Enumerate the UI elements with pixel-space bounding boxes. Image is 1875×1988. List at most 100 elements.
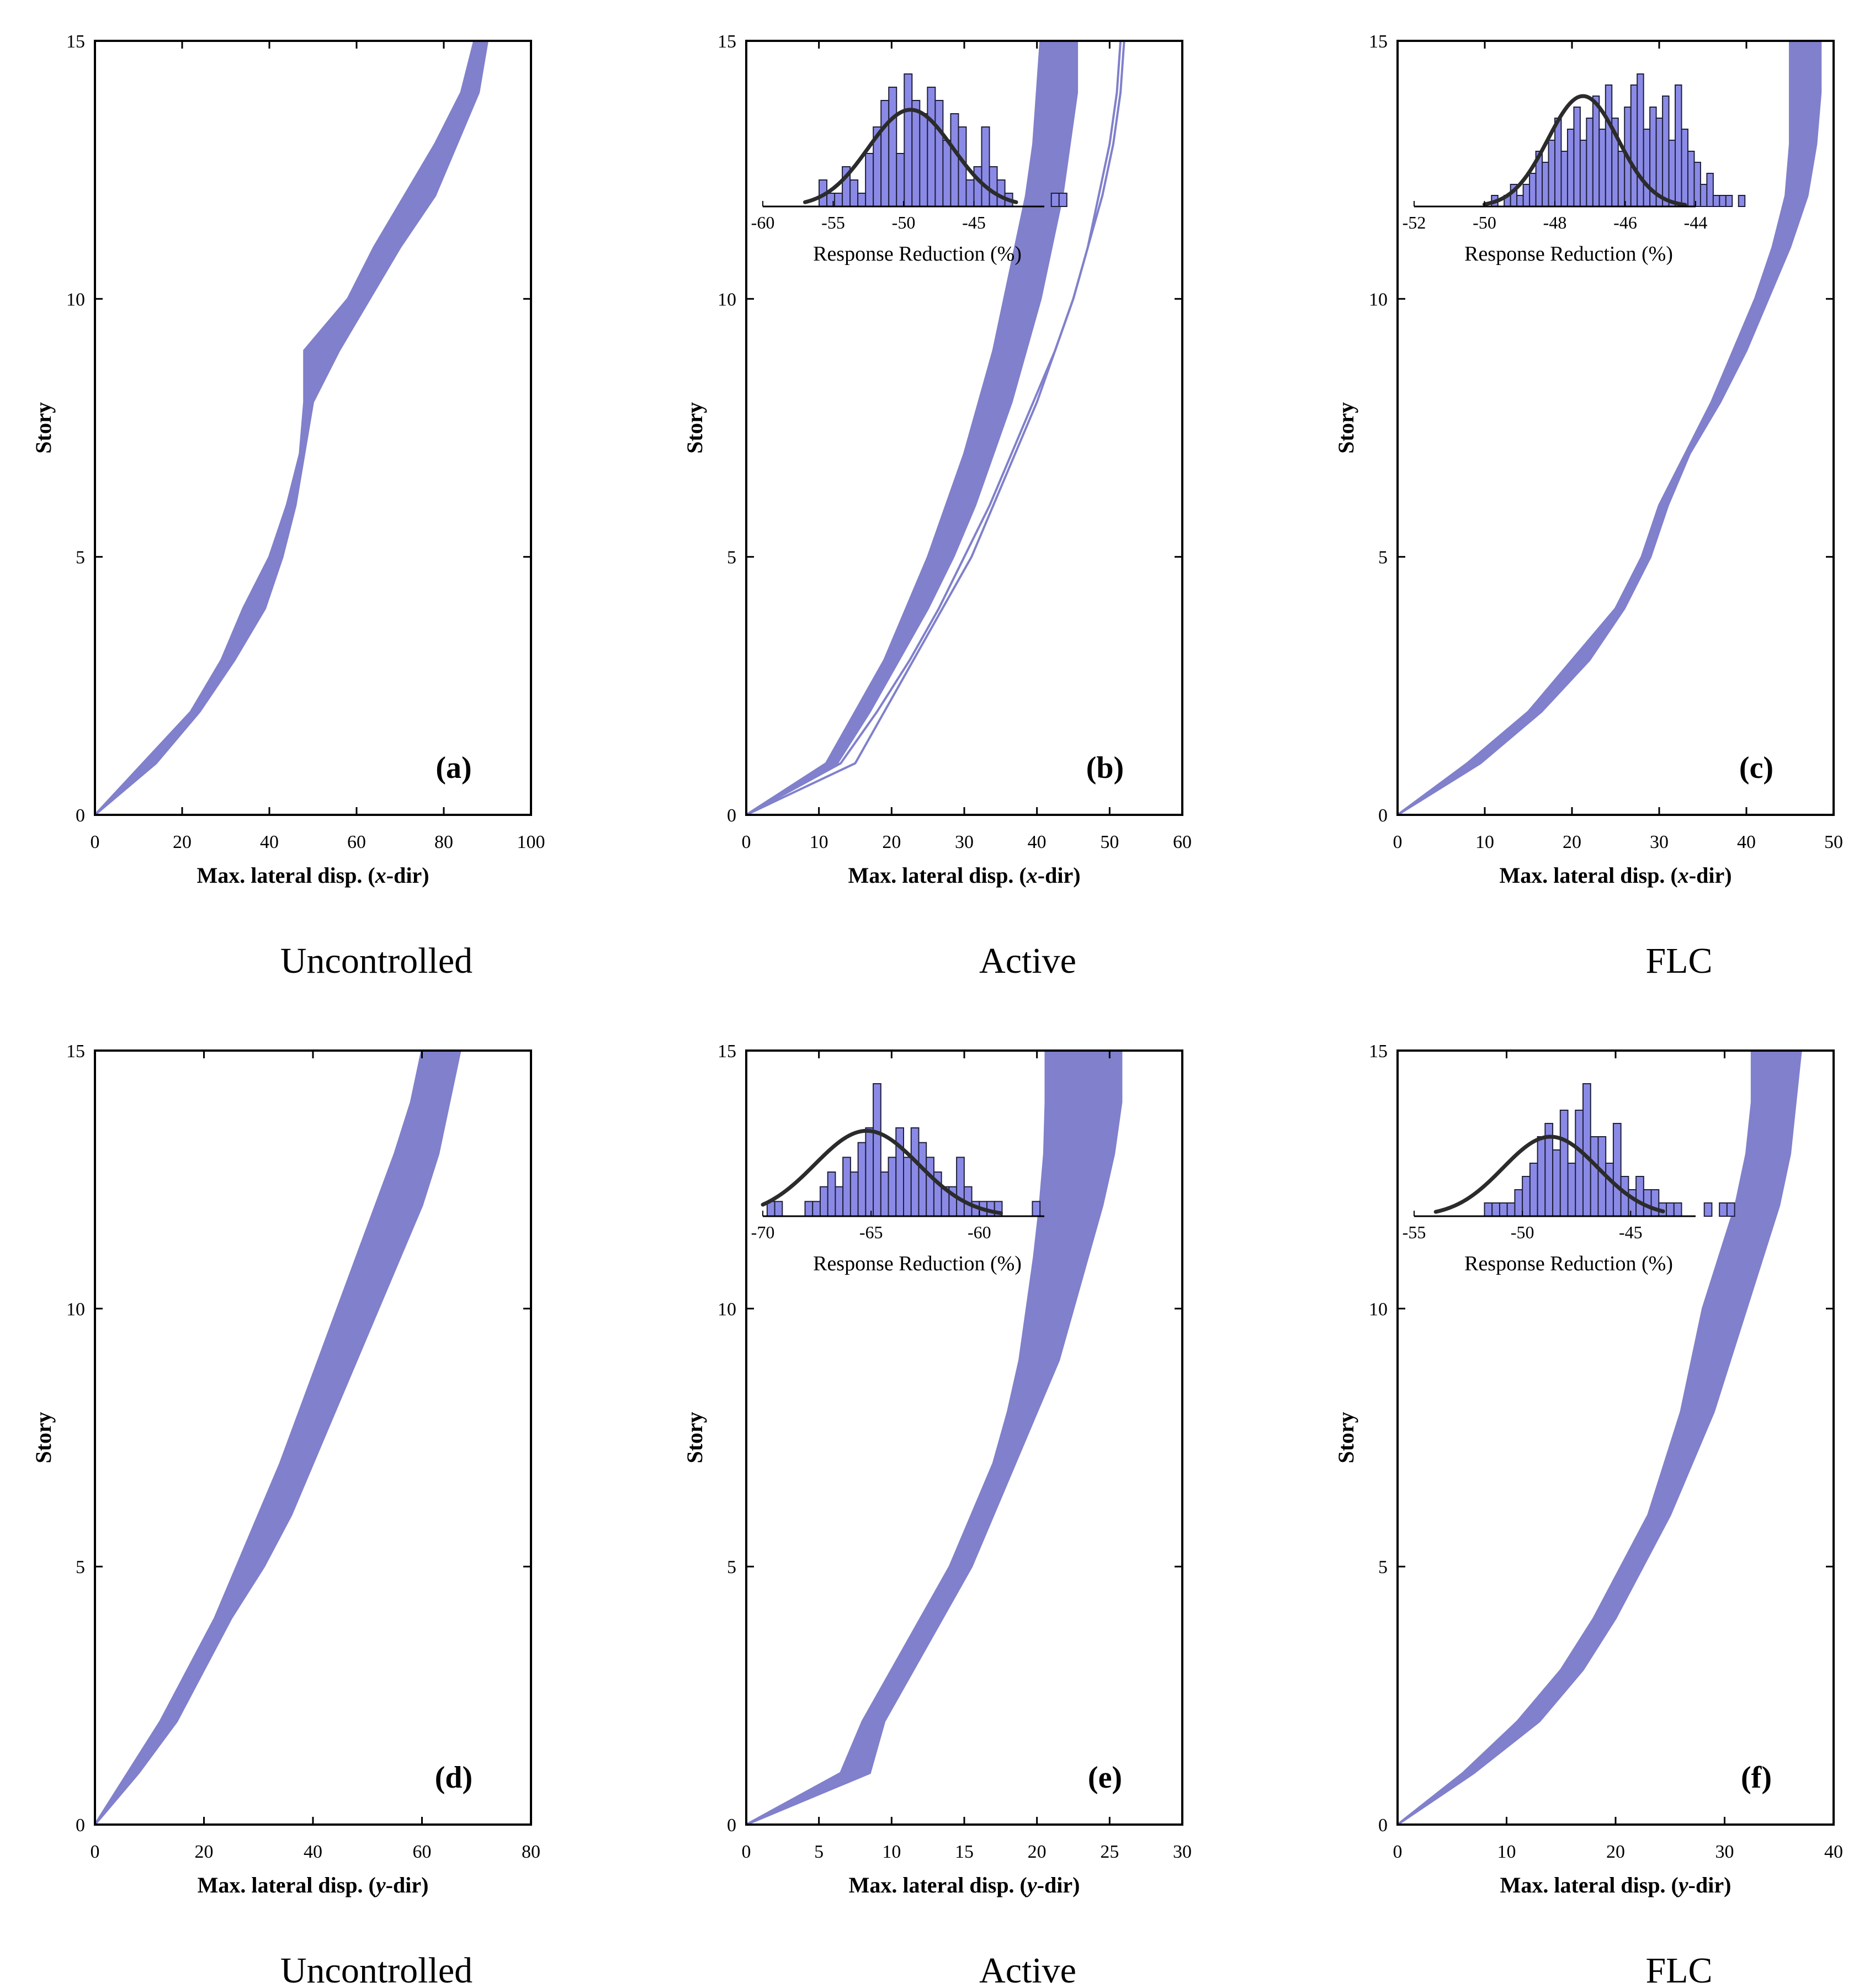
- x-tick-label: 60: [413, 1842, 432, 1862]
- x-tick-label: 20: [1028, 1842, 1047, 1862]
- histogram-bar: [1499, 1202, 1508, 1217]
- y-tick-label: 5: [76, 548, 85, 568]
- y-tick-label: 15: [1369, 31, 1388, 52]
- histogram-bar: [1703, 1202, 1713, 1217]
- histogram-bar: [1719, 1202, 1728, 1217]
- inset-x-tick-label: -70: [751, 1222, 775, 1242]
- y-axis-title: Story: [682, 1412, 707, 1463]
- x-tick-label: 30: [955, 832, 974, 852]
- histogram-bar: [1586, 118, 1594, 207]
- envelope-upper-line: [1398, 41, 1822, 815]
- y-axis-title: Story: [31, 402, 56, 453]
- normal-fit-curve: [803, 108, 1018, 204]
- y-tick-label: 0: [1378, 1815, 1388, 1836]
- histogram-bar: [950, 113, 959, 207]
- y-tick-label: 5: [727, 1557, 736, 1578]
- x-tick-label: 20: [173, 832, 192, 852]
- y-tick-label: 0: [76, 1815, 85, 1836]
- y-tick-label: 15: [1369, 1041, 1388, 1062]
- y-axis-title: Story: [682, 402, 707, 453]
- envelope-lower-line: [746, 1051, 1047, 1825]
- histogram-bar: [1575, 1110, 1584, 1217]
- x-tick-label: 60: [1173, 832, 1192, 852]
- histogram-bar: [1566, 129, 1575, 207]
- histogram-bar: [865, 153, 874, 207]
- inset-x-tick-label: -46: [1613, 213, 1637, 232]
- x-tick-label: 10: [1497, 1842, 1516, 1862]
- x-tick-label: 20: [882, 832, 901, 852]
- inset-x-tick-label: -45: [1619, 1222, 1643, 1242]
- y-tick-label: 5: [727, 548, 736, 568]
- histogram-bar: [857, 193, 867, 207]
- y-tick-label: 10: [1369, 1299, 1388, 1319]
- x-tick-label: 30: [1650, 832, 1669, 852]
- inset-x-tick-label: -65: [859, 1222, 883, 1242]
- histogram-bar: [1617, 151, 1626, 207]
- histogram-bar: [1675, 84, 1682, 207]
- envelope-upper-line: [1398, 1051, 1802, 1825]
- inset-x-tick-label: -60: [968, 1222, 991, 1242]
- y-tick-label: 15: [66, 1041, 85, 1062]
- panel-tag: (d): [435, 1761, 472, 1795]
- x-tick-label: 0: [742, 1842, 751, 1862]
- histogram-bar: [1693, 162, 1701, 207]
- x-tick-label: 40: [1824, 1842, 1843, 1862]
- histogram-bar: [1719, 195, 1727, 207]
- histogram-bar: [973, 166, 982, 207]
- panel-tag: (a): [435, 751, 471, 785]
- histogram-bar: [1506, 1202, 1516, 1217]
- axes-box: [94, 40, 532, 816]
- y-tick-label: 5: [1378, 1557, 1388, 1578]
- histogram-bar: [1612, 1123, 1622, 1217]
- histogram-bar: [1522, 184, 1531, 207]
- histogram-bar: [1706, 173, 1714, 207]
- x-axis-title: Max. lateral disp. (x-dir): [196, 863, 429, 888]
- x-tick-label: 0: [1393, 832, 1403, 852]
- outlier-curve: [746, 41, 1122, 815]
- x-tick-label: 30: [1715, 1842, 1734, 1862]
- y-tick-label: 0: [727, 1815, 736, 1836]
- histogram-bar: [1712, 195, 1720, 207]
- histogram-bar: [926, 1157, 934, 1217]
- histogram-bar: [981, 126, 990, 207]
- y-tick-label: 5: [76, 1557, 85, 1578]
- histogram-bar: [1514, 1189, 1523, 1217]
- panel-d: 0 20 40 60 80 0 5 10 15 Max. lateral disp. (y-dir…: [31, 1041, 540, 1988]
- histogram-bar: [1529, 173, 1537, 207]
- histogram-bar: [888, 87, 897, 207]
- histogram-bar: [1548, 140, 1555, 207]
- inset-x-tick-label: -55: [1403, 1222, 1426, 1242]
- inset-x-tick-label: -45: [962, 213, 986, 232]
- histogram-bar: [1662, 96, 1670, 207]
- histogram-bar: [1050, 193, 1060, 207]
- histogram-bar: [1590, 1136, 1599, 1217]
- histogram-bar: [857, 1142, 867, 1217]
- histogram-bar: [1552, 1149, 1561, 1217]
- histogram-bar: [804, 1201, 814, 1217]
- inset-x-axis-title: Response Reduction (%): [813, 242, 1022, 266]
- histogram-bar: [812, 1201, 821, 1217]
- y-tick-label: 10: [1369, 289, 1388, 310]
- x-tick-label: 10: [1475, 832, 1494, 852]
- histogram-bar: [1529, 1163, 1538, 1217]
- histogram-bar: [904, 73, 913, 207]
- histogram-bar: [1681, 129, 1688, 207]
- panel-caption: Active: [979, 1950, 1076, 1988]
- inset-x-tick-label: -60: [751, 213, 775, 232]
- histogram-bar: [1605, 1163, 1614, 1217]
- panel-tag: (b): [1086, 751, 1124, 785]
- x-axis-title: Max. lateral disp. (y-dir): [849, 1873, 1080, 1897]
- histogram-bar: [1058, 193, 1067, 207]
- histogram-bar: [827, 1171, 836, 1217]
- x-tick-label: 0: [742, 832, 751, 852]
- envelope-upper-line: [746, 41, 1079, 815]
- x-axis-title: Max. lateral disp. (y-dir): [198, 1873, 429, 1897]
- histogram-bar: [1537, 1136, 1546, 1217]
- x-tick-label: 20: [1563, 832, 1581, 852]
- panel-caption: Uncontrolled: [280, 1950, 472, 1988]
- x-tick-label: 20: [1606, 1842, 1625, 1862]
- normal-fit-curve: [1433, 1135, 1665, 1214]
- panel-tag: (c): [1739, 751, 1773, 785]
- panel-b: 0 10 20 30 40 50 60 0 5 10 15 Max. lateral disp. (x…: [682, 31, 1192, 981]
- inset-histogram: -55 -50 -45 Response Reduction (%): [1403, 1083, 1735, 1275]
